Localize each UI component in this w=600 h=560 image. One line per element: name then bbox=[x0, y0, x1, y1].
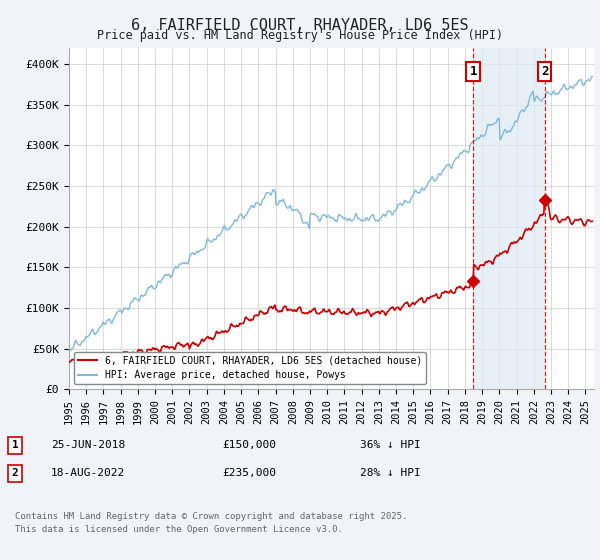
Legend: 6, FAIRFIELD COURT, RHAYADER, LD6 5ES (detached house), HPI: Average price, deta: 6, FAIRFIELD COURT, RHAYADER, LD6 5ES (d… bbox=[74, 352, 426, 384]
Text: 36% ↓ HPI: 36% ↓ HPI bbox=[360, 440, 421, 450]
Text: 2: 2 bbox=[11, 468, 19, 478]
Text: 25-JUN-2018: 25-JUN-2018 bbox=[51, 440, 125, 450]
Text: 28% ↓ HPI: 28% ↓ HPI bbox=[360, 468, 421, 478]
Text: Price paid vs. HM Land Registry's House Price Index (HPI): Price paid vs. HM Land Registry's House … bbox=[97, 29, 503, 42]
Text: 1: 1 bbox=[11, 440, 19, 450]
Text: £150,000: £150,000 bbox=[222, 440, 276, 450]
Text: £235,000: £235,000 bbox=[222, 468, 276, 478]
Text: 18-AUG-2022: 18-AUG-2022 bbox=[51, 468, 125, 478]
Bar bbox=[473, 48, 545, 389]
Text: 6, FAIRFIELD COURT, RHAYADER, LD6 5ES: 6, FAIRFIELD COURT, RHAYADER, LD6 5ES bbox=[131, 18, 469, 33]
Text: 2: 2 bbox=[541, 65, 548, 78]
Text: Contains HM Land Registry data © Crown copyright and database right 2025.
This d: Contains HM Land Registry data © Crown c… bbox=[15, 512, 407, 534]
Text: 1: 1 bbox=[469, 65, 477, 78]
